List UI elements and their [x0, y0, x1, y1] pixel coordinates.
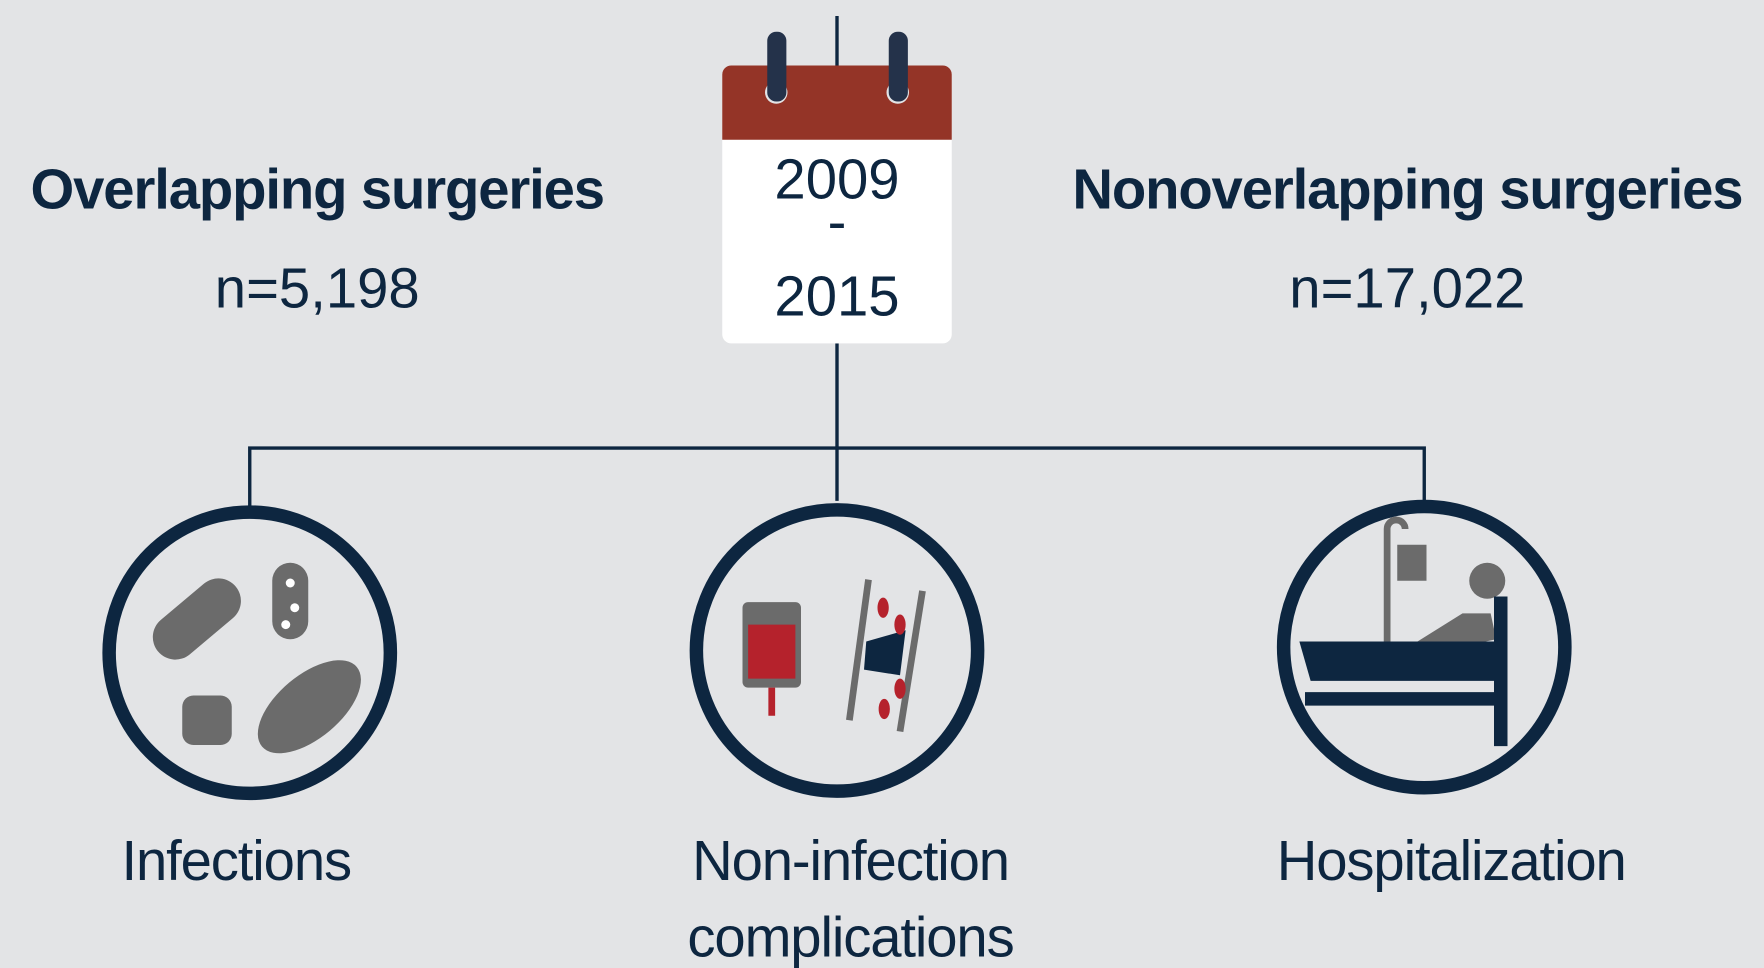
separator: - [828, 190, 847, 253]
outcome-label: Hospitalization [1277, 829, 1626, 892]
hospitalization-icon [1284, 507, 1565, 788]
group-count: n=17,022 [1289, 256, 1525, 319]
group-count: n=5,198 [215, 256, 420, 319]
complications-icon [696, 510, 977, 791]
calendar: 2009 - 2015 [722, 32, 952, 344]
outcome-label: complications [687, 906, 1013, 968]
diagram: 2009 - 2015 Overlapping surgeries n=5,19… [0, 0, 1764, 968]
infections-icon [109, 512, 390, 793]
group-title: Nonoverlapping surgeries [1072, 157, 1742, 220]
group-title: Overlapping surgeries [31, 157, 604, 220]
outcome-label: Non-infection [692, 829, 1009, 892]
page: 2009 - 2015 Overlapping surgeries n=5,19… [0, 0, 1764, 968]
outcome-label: Infections [121, 829, 351, 892]
end-year: 2015 [774, 264, 899, 327]
